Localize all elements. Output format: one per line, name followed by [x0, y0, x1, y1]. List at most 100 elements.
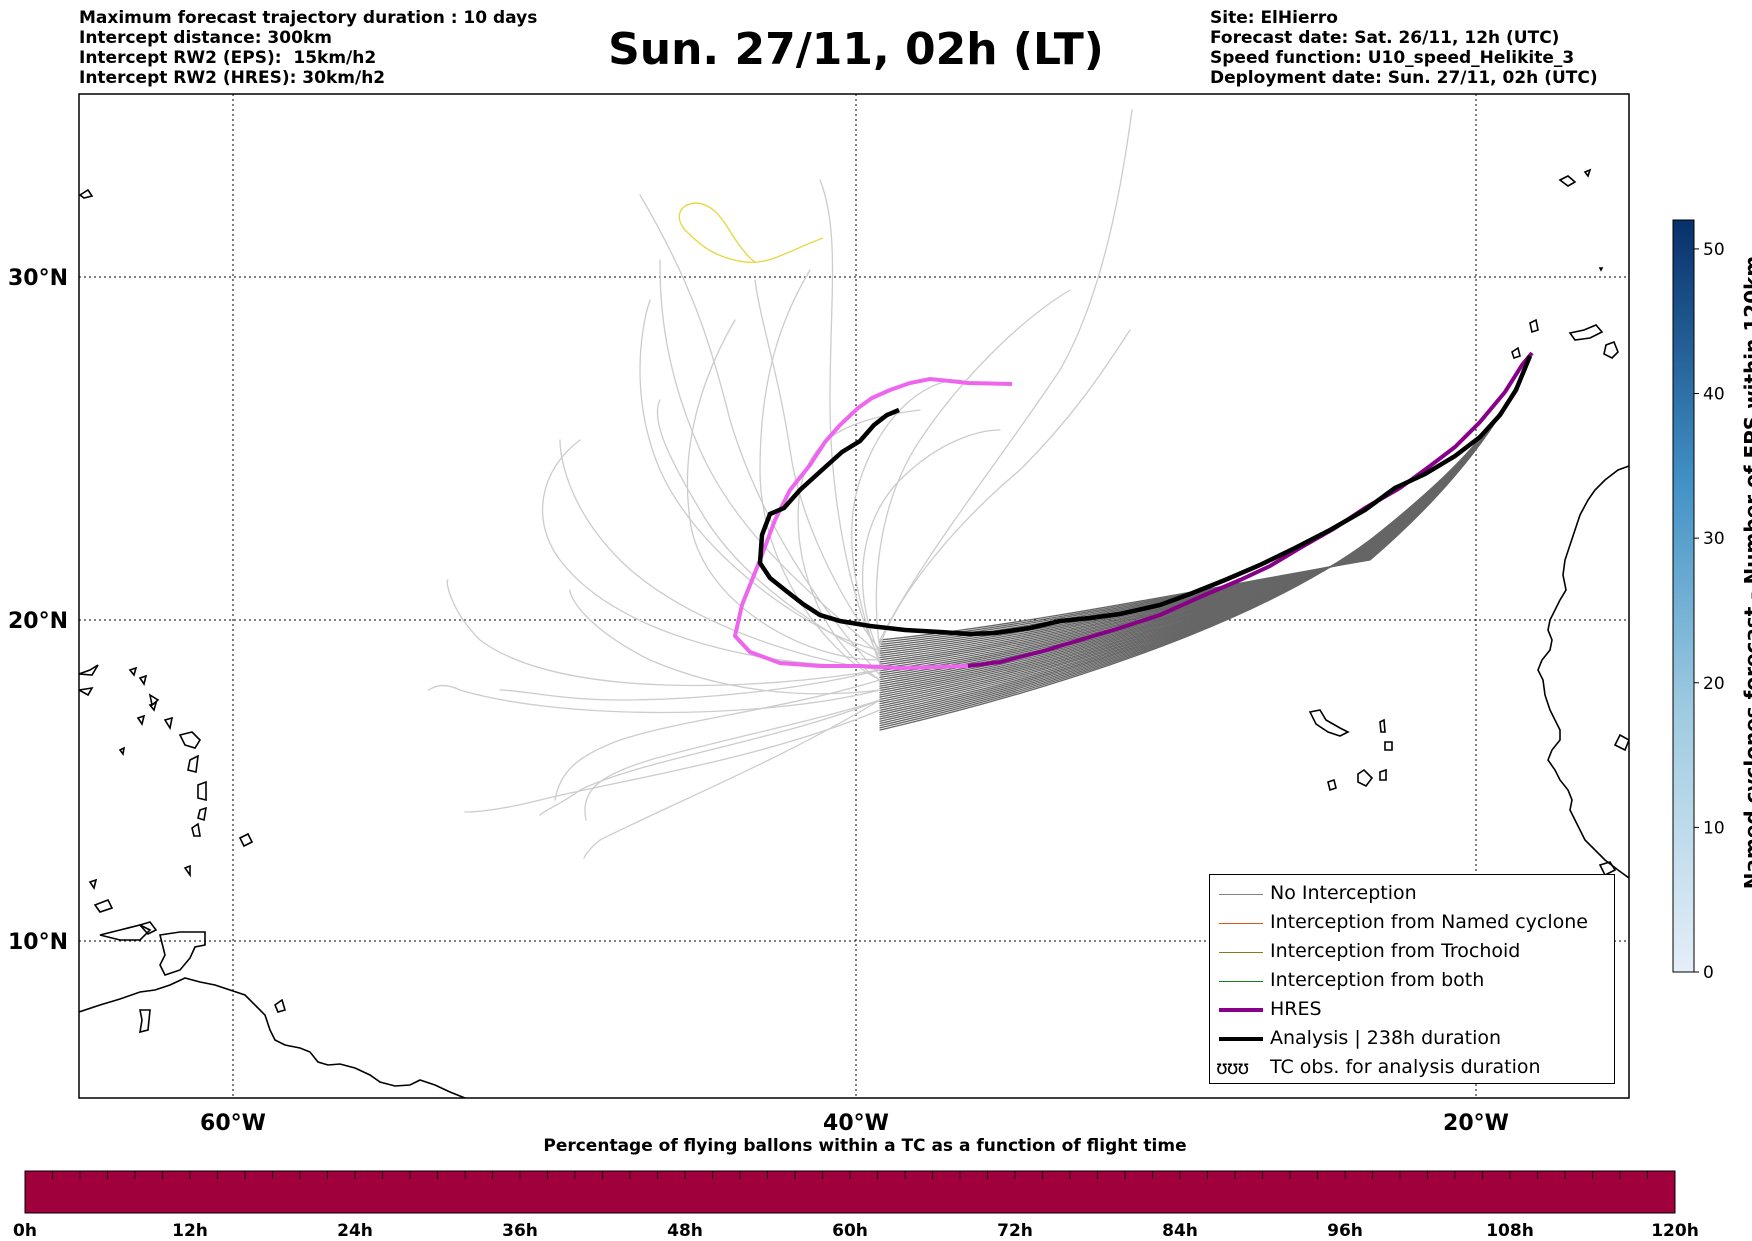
legend-item: Interception from Trochoid [1210, 939, 1614, 968]
colorbar-tick-label: 0 [1703, 963, 1714, 983]
eps-track-segment [879, 357, 1531, 709]
header-left-line: Intercept distance: 300km [79, 28, 332, 48]
eps-track-segment [639, 194, 881, 676]
eps-track-segment [819, 179, 881, 661]
legend-label: Interception from Named cyclone [1270, 911, 1588, 933]
time-bar-tick-label: 36h [502, 1221, 538, 1241]
legend-label: Interception from both [1270, 969, 1485, 991]
time-bar-tick-label: 60h [832, 1221, 868, 1241]
trinidad-coast [159, 931, 206, 976]
legend-item: HRES [1210, 997, 1614, 1026]
colorbar-tick-label: 30 [1703, 529, 1725, 549]
legend-item: Analysis | 238h duration [1210, 1026, 1614, 1055]
map-legend: No Interception Interception from Named c… [1209, 874, 1615, 1084]
time-bar-tick-label: 24h [337, 1221, 373, 1241]
legend-line-swatch [1219, 1037, 1263, 1041]
legend-label: Analysis | 238h duration [1270, 1027, 1502, 1049]
eps-track-segment [879, 357, 1531, 707]
header-left-line: Intercept RW2 (EPS): 15km/h2 [79, 48, 377, 68]
time-bar-tick-label: 96h [1327, 1221, 1363, 1241]
header-right-line: Forecast date: Sat. 26/11, 12h (UTC) [1210, 28, 1560, 48]
legend-label: Interception from Trochoid [1270, 940, 1521, 962]
eps-track-segment [879, 109, 1133, 641]
time-bar-tick-label: 84h [1162, 1221, 1198, 1241]
time-bar-tick-label: 108h [1486, 1221, 1534, 1241]
hres-track [967, 351, 1534, 668]
eps-track-segment [656, 399, 881, 661]
lesser-antilles [79, 664, 99, 676]
colorbar-label: Named cyclones forecast - Number of EPS … [1740, 255, 1752, 890]
legend-line-swatch [1219, 894, 1263, 895]
analysis-track [757, 355, 1533, 637]
legend-item: Interception from Named cyclone [1210, 910, 1614, 939]
time-bar-tick-label: 120h [1651, 1221, 1699, 1241]
west-africa-coast [1537, 465, 1629, 879]
eps-track-segment [879, 357, 1531, 731]
canary-islands [1568, 324, 1604, 341]
eps-track-segment [686, 319, 881, 661]
eps-track-segment [879, 329, 1131, 646]
colorbar-tick-label: 20 [1703, 674, 1725, 694]
legend-label: No Interception [1270, 882, 1417, 904]
eps-track-segment [879, 357, 1531, 727]
latitude-label: 20°N [8, 609, 68, 634]
eps-track-segment [446, 579, 881, 687]
eps-track-segment [554, 679, 881, 801]
header-right-info: Site: ElHierro Forecast date: Sat. 26/11,… [1210, 8, 1598, 88]
eps-track-segment [879, 357, 1531, 716]
cape-verde-islands [1308, 709, 1350, 737]
legend-item: Interception from both [1210, 968, 1614, 997]
longitude-label: 20°W [1443, 1111, 1509, 1136]
legend-line-swatch [1219, 981, 1263, 982]
map-title: Sun. 27/11, 02h (LT) [608, 24, 1104, 75]
eps-track-segment [759, 269, 881, 681]
legend-line-swatch [1219, 952, 1263, 953]
coastlines [79, 168, 1629, 1098]
eps-trajectories [427, 109, 1531, 859]
colorbar-tick-label: 40 [1703, 385, 1725, 405]
header-left-line: Intercept RW2 (HRES): 30km/h2 [79, 68, 386, 88]
map-frame [78, 93, 1630, 1099]
colorbar [1672, 219, 1695, 973]
longitude-label: 60°W [200, 1111, 266, 1136]
eps-track-segment [851, 379, 961, 666]
eps-track-segment [879, 357, 1531, 711]
eps-track-segment [797, 409, 921, 681]
header-right-line: Speed function: U10_speed_Helikite_3 [1210, 48, 1575, 68]
eps-track-segment [427, 684, 881, 714]
header-left-line: Maximum forecast trajectory duration : 1… [79, 8, 538, 28]
legend-line-swatch [1219, 923, 1263, 924]
trochoid-track [678, 202, 824, 264]
eps-track-segment [639, 299, 881, 651]
header-right-line: Site: ElHierro [1210, 8, 1338, 28]
header-right-line: Deployment date: Sun. 27/11, 02h (UTC) [1210, 68, 1598, 88]
time-bar-tick-label: 12h [172, 1221, 208, 1241]
eps-track-segment [879, 357, 1531, 729]
colorbar-tick-label: 50 [1703, 240, 1725, 260]
south-america-coast [79, 977, 466, 1098]
colorbar-tick-label: 10 [1703, 818, 1725, 838]
legend-line-swatch [1219, 1008, 1263, 1012]
longitude-label: 40°W [823, 1111, 889, 1136]
time-bar-tick-label: 0h [13, 1221, 37, 1241]
legend-item: ʊʊʊ TC obs. for analysis duration [1210, 1055, 1614, 1084]
header-left-info: Maximum forecast trajectory duration : 1… [79, 8, 537, 88]
eps-track-segment [879, 357, 1531, 714]
time-bar-tick-label: 72h [997, 1221, 1033, 1241]
latitude-label: 30°N [8, 266, 68, 291]
eps-track-segment [583, 699, 881, 859]
eps-track-segment [464, 709, 881, 813]
eps-track-segment [861, 429, 1001, 656]
eps-track-segment [754, 279, 881, 651]
eps-track-segment [539, 699, 881, 816]
eps-track-segment [584, 699, 881, 821]
hres-track-old [732, 376, 1013, 671]
eps-track-segment [569, 589, 881, 695]
eps-track-segment [879, 357, 1531, 725]
eps-track-segment [541, 439, 881, 667]
legend-label: TC obs. for analysis duration [1270, 1056, 1541, 1078]
eps-track-segment [559, 439, 881, 671]
eps-track-segment [875, 289, 1071, 651]
legend-label: HRES [1270, 998, 1322, 1020]
time-bar-tick-label: 48h [667, 1221, 703, 1241]
